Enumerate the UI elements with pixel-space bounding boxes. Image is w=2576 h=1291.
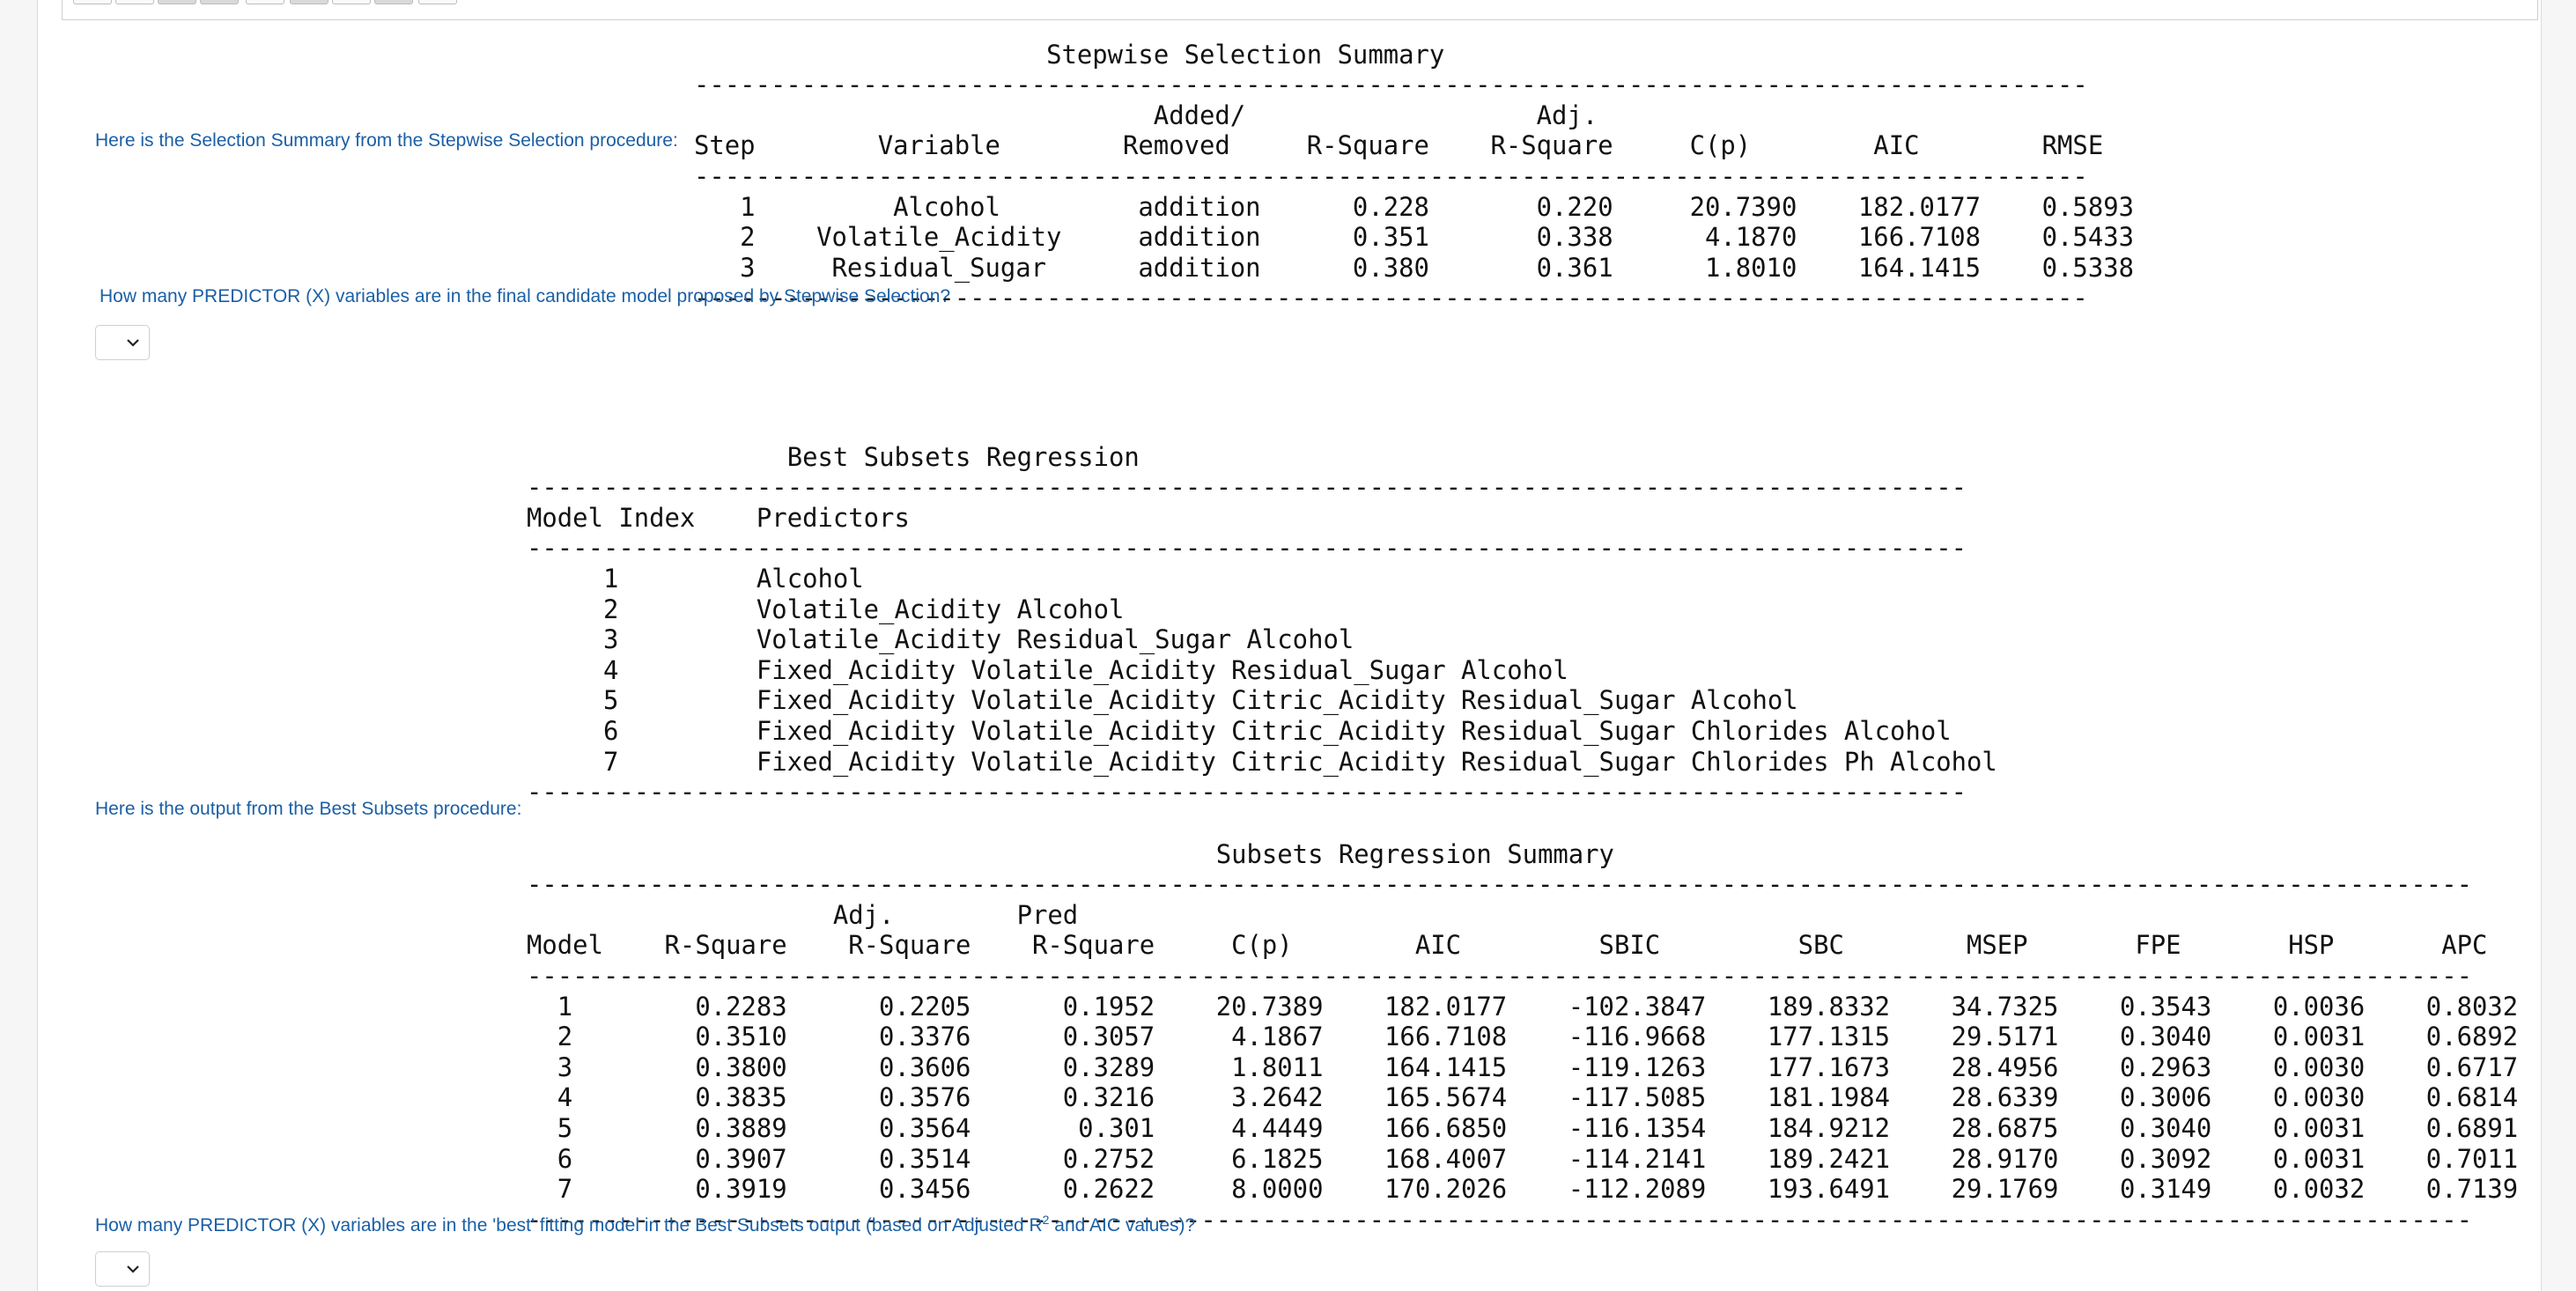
best-subsets-output: Best Subsets Regression ----------------… xyxy=(527,411,1997,808)
superscript: 2 xyxy=(1042,1213,1050,1227)
subsets-header-line2: Model R-Square R-Square R-Square C(p) AI… xyxy=(527,930,2488,961)
content-panel xyxy=(37,0,2542,1291)
stepwise-question: How many PREDICTOR (X) variables are in … xyxy=(100,286,951,306)
divider: ----------------------------------------… xyxy=(694,160,2088,191)
subsets-summary-title-text: Subsets Regression Summary xyxy=(1215,838,1614,869)
best-subsets-title-text: Best Subsets Regression xyxy=(786,441,1140,472)
divider: ----------------------------------------… xyxy=(694,283,2088,314)
toolbar-button[interactable] xyxy=(158,0,196,4)
toolbar-button[interactable] xyxy=(73,0,112,4)
table-row: 5 0.3889 0.3564 0.301 4.4449 166.6850 -1… xyxy=(527,1112,2519,1143)
table-row: 2 0.3510 0.3376 0.3057 4.1867 166.7108 -… xyxy=(527,1022,2519,1052)
editor-toolbar xyxy=(62,0,2538,20)
stepwise-title xyxy=(694,40,1046,70)
list-item: 1 Alcohol xyxy=(527,563,864,594)
subsets-summary-title xyxy=(527,839,1216,869)
subsets-header-line1: Adj. Pred xyxy=(527,899,1079,930)
stepwise-header-line1: Added/ Adj. xyxy=(694,100,1598,130)
list-item: 7 Fixed_Acidity Volatile_Acidity Citric_… xyxy=(527,746,1997,777)
best-subsets-title xyxy=(527,442,787,472)
question-text-end: and AIC values)? xyxy=(1049,1215,1196,1236)
stepwise-header-line2: Step Variable Removed R-Square R-Square … xyxy=(694,130,2104,161)
table-row: 6 0.3907 0.3514 0.2752 6.1825 168.4007 -… xyxy=(527,1143,2519,1174)
table-row: 7 0.3919 0.3456 0.2622 8.0000 170.2026 -… xyxy=(527,1174,2519,1205)
subsets-intro-label: Here is the output from the Best Subsets… xyxy=(95,799,522,819)
toolbar-button[interactable] xyxy=(374,0,413,4)
divider: ----------------------------------------… xyxy=(527,960,2472,991)
chevron-down-icon xyxy=(127,339,139,347)
toolbar-button[interactable] xyxy=(332,0,371,4)
best-subsets-question: How many PREDICTOR (X) variables are in … xyxy=(95,1213,1195,1236)
toolbar-button[interactable] xyxy=(418,0,457,4)
table-row: 1 Alcohol addition 0.228 0.220 20.7390 1… xyxy=(694,191,2135,222)
divider: ----------------------------------------… xyxy=(527,777,1967,808)
list-item: 3 Volatile_Acidity Residual_Sugar Alcoho… xyxy=(527,624,1354,655)
divider: ----------------------------------------… xyxy=(527,869,2472,900)
toolbar-button[interactable] xyxy=(290,0,328,4)
toolbar-button[interactable] xyxy=(246,0,284,4)
list-item: 5 Fixed_Acidity Volatile_Acidity Citric_… xyxy=(527,685,1798,716)
list-item: 6 Fixed_Acidity Volatile_Acidity Citric_… xyxy=(527,715,1952,746)
table-row: 2 Volatile_Acidity addition 0.351 0.338 … xyxy=(694,222,2135,253)
table-row: 4 0.3835 0.3576 0.3216 3.2642 165.5674 -… xyxy=(527,1082,2519,1113)
table-row: 3 Residual_Sugar addition 0.380 0.361 1.… xyxy=(694,252,2135,283)
stepwise-output: Stepwise Selection Summary -------------… xyxy=(694,9,2134,314)
toolbar-button[interactable] xyxy=(115,0,154,4)
divider: ----------------------------------------… xyxy=(527,472,1967,503)
best-subsets-answer-select[interactable] xyxy=(95,1251,150,1287)
chevron-down-icon xyxy=(127,1265,139,1273)
divider: ----------------------------------------… xyxy=(527,533,1967,564)
table-row: 1 0.2283 0.2205 0.1952 20.7389 182.0177 … xyxy=(527,991,2519,1022)
stepwise-title-text: Stepwise Selection Summary xyxy=(1046,39,1445,70)
stepwise-intro-label: Here is the Selection Summary from the S… xyxy=(95,130,678,151)
table-row: 3 0.3800 0.3606 0.3289 1.8011 164.1415 -… xyxy=(527,1051,2519,1082)
divider: ----------------------------------------… xyxy=(527,1204,2472,1235)
list-item: 4 Fixed_Acidity Volatile_Acidity Residua… xyxy=(527,654,1568,685)
subsets-summary-output: Subsets Regression Summary -------------… xyxy=(527,808,2518,1235)
divider: ----------------------------------------… xyxy=(694,70,2088,100)
question-text: How many PREDICTOR (X) variables are in … xyxy=(95,1215,1043,1236)
stepwise-answer-select[interactable] xyxy=(95,325,150,360)
best-subsets-header: Model Index Predictors xyxy=(527,502,910,533)
toolbar-button[interactable] xyxy=(200,0,239,4)
list-item: 2 Volatile_Acidity Alcohol xyxy=(527,594,1125,624)
